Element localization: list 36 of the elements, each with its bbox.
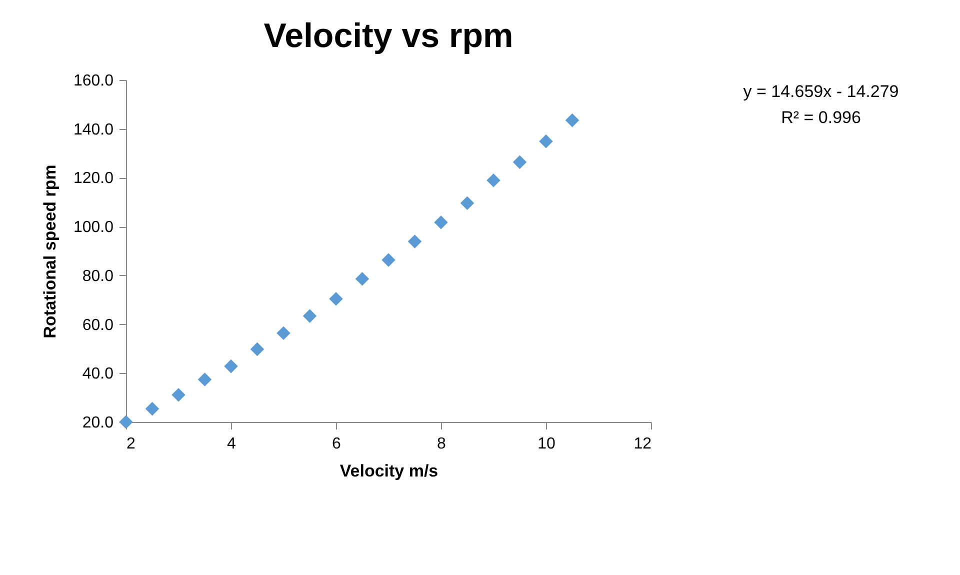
- point: [250, 342, 264, 356]
- x-tick-label: 4: [227, 436, 236, 452]
- point: [460, 196, 474, 210]
- x-tick-label: 10: [538, 436, 556, 452]
- point: [329, 292, 343, 306]
- x-axis-title: Velocity m/s: [340, 462, 438, 480]
- y-tick-label: 80.0: [82, 268, 114, 285]
- point: [355, 272, 370, 286]
- chart-title: Velocity vs rpm: [264, 17, 514, 55]
- y-tick-label: 160.0: [73, 72, 114, 90]
- point: [512, 155, 527, 169]
- y-tick-label: 140.0: [73, 121, 114, 138]
- point: [198, 372, 212, 386]
- y-tick-label: 100.0: [73, 219, 114, 236]
- point: [224, 359, 238, 374]
- text: R² = 0.996: [781, 108, 861, 127]
- point: [302, 309, 317, 323]
- x-tick-label: 6: [332, 436, 342, 452]
- text: y = 14.659x - 14.279: [743, 82, 899, 101]
- point: [565, 113, 580, 128]
- point: [539, 134, 553, 148]
- point: [486, 174, 500, 188]
- x-tick-label: 2: [126, 436, 136, 452]
- y-tick-label: 120.0: [73, 170, 114, 188]
- point: [408, 234, 422, 248]
- point: [382, 253, 396, 267]
- y-tick-label: 40.0: [82, 366, 114, 383]
- x-tick-label: 12: [634, 436, 652, 452]
- y-tick-label: 60.0: [82, 316, 114, 334]
- y-axis-title: Rotational speed rpm: [40, 164, 60, 338]
- point: [145, 402, 160, 416]
- x-tick-label: 8: [437, 436, 446, 452]
- point: [172, 388, 186, 402]
- y-tick-label: 20.0: [82, 414, 114, 432]
- point: [276, 326, 290, 340]
- point: [434, 216, 448, 230]
